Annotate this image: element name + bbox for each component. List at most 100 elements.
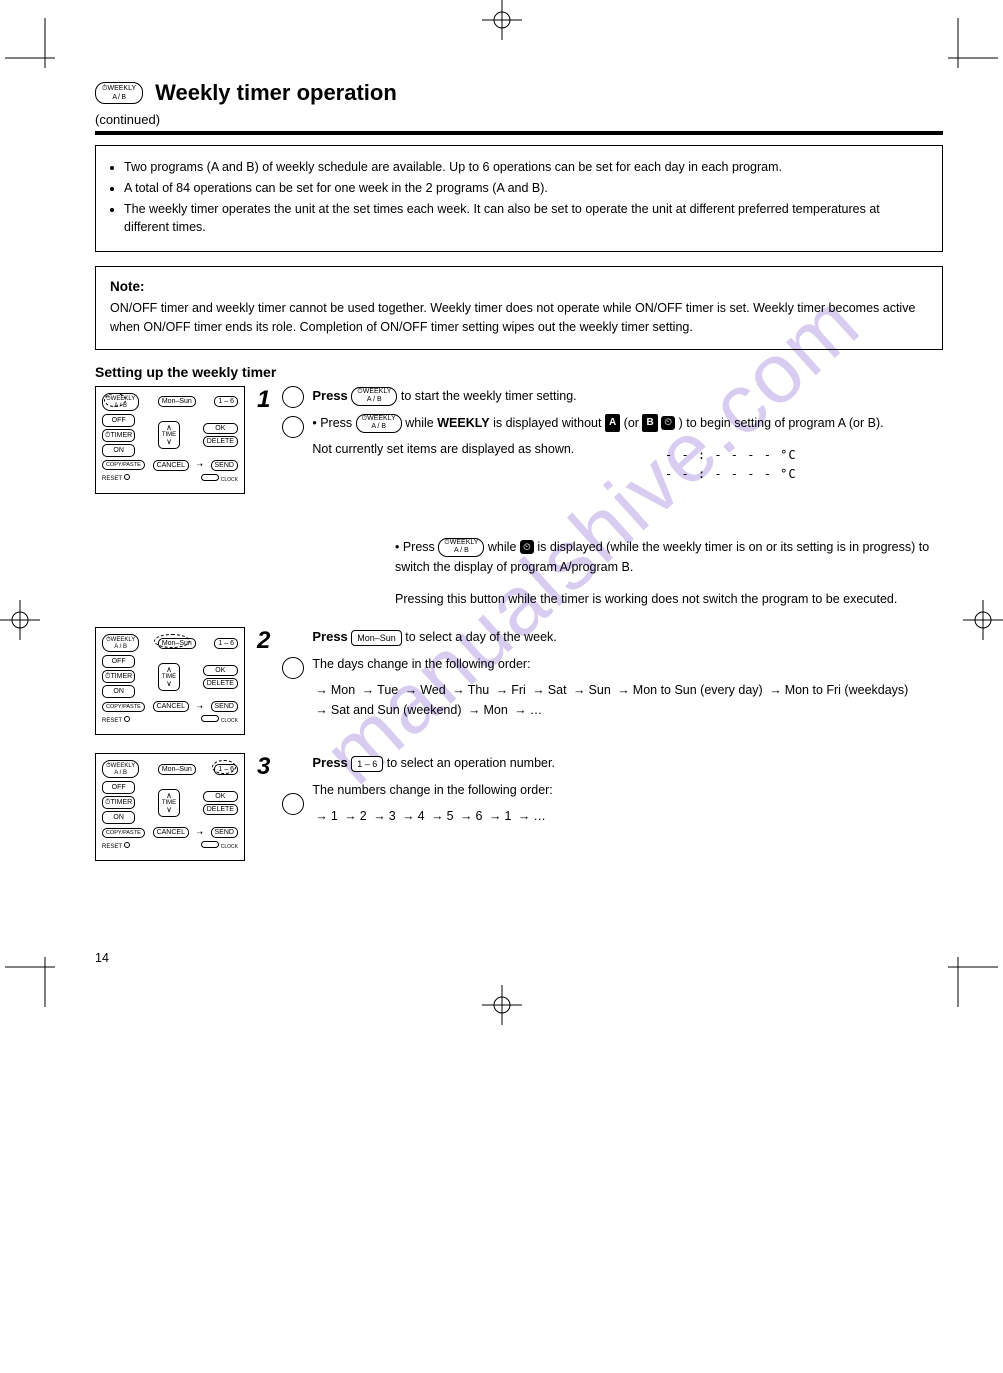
remote-timer-button: ⏱TIMER (102, 796, 135, 809)
remote-on-button: ON (102, 811, 135, 824)
remote-time-button: ∧ TIME ∨ (158, 663, 180, 691)
step-3-action: Press (312, 755, 347, 770)
remote-reset-label: RESET (102, 718, 122, 724)
step-3-sequence: →1 →2 →3 →4 →5 →6 →1 →… (312, 806, 555, 826)
remote-weekly-label: ⏱WEEKLY (106, 763, 135, 769)
remote-cancel-button: CANCEL (153, 827, 189, 838)
step-2-text: to select a day of the week. (405, 630, 556, 644)
remote-on-button: ON (102, 444, 135, 457)
step-2: ⏱WEEKLY A / B Mon–Sun 1 – 6 OFF ⏱TIMER O… (95, 627, 943, 735)
remote-ab-label: A / B (114, 770, 127, 776)
remote-monsun-button: Mon–Sun (158, 638, 196, 649)
step-1-text: while (488, 540, 517, 554)
remote-ab-label: A / B (114, 644, 127, 650)
remote-time-button: ∧ TIME ∨ (158, 421, 180, 449)
remote-on-button: ON (102, 685, 135, 698)
remote-diagram-2: ⏱WEEKLY A / B Mon–Sun 1 – 6 OFF ⏱TIMER O… (95, 627, 245, 735)
remote-timer-button: ⏱TIMER (102, 429, 135, 442)
remote-copypaste-button: COPY/PASTE (102, 702, 145, 712)
remote-timer-button: ⏱TIMER (102, 670, 135, 683)
circle-button-icon (282, 657, 304, 679)
remote-copypaste-button: COPY/PASTE (102, 828, 145, 838)
remote-clock-label: CLOCK (221, 477, 238, 483)
prog-b-chip: B (642, 414, 657, 432)
remote-monsun-button: Mon–Sun (158, 396, 196, 407)
remote-onesix-button: 1 – 6 (214, 638, 238, 649)
remote-delete-button: DELETE (203, 678, 238, 689)
remote-cancel-button: CANCEL (153, 460, 189, 471)
header-pill-line2: A / B (112, 94, 125, 101)
dash-line-b: - - : - - - - °C (665, 465, 943, 484)
step-1-text: (or (624, 416, 639, 430)
prog-a-chip: A (605, 414, 620, 432)
remote-off-button: OFF (102, 655, 135, 668)
header-pill-line1: ⏱WEEKLY (102, 85, 136, 92)
step-1-text: ) to begin setting of program A (or B). (679, 416, 884, 430)
monsun-key-icon: Mon–Sun (351, 630, 402, 646)
remote-diagram-1: ⏱WEEKLY A / B Mon–Sun 1 – 6 OFF ⏱TIMER O… (95, 386, 245, 494)
remote-copypaste-button: COPY/PASTE (102, 460, 145, 470)
remote-send-button: SEND (211, 460, 238, 471)
remote-send-button: SEND (211, 701, 238, 712)
step-3-number: 3 (257, 753, 270, 781)
remote-reset-label: RESET (102, 844, 122, 850)
step-1-text: while (405, 416, 434, 430)
remote-reset-label: RESET (102, 476, 122, 482)
setup-heading: Setting up the weekly timer (95, 364, 943, 380)
weekly-pill-icon: ⏱WEEKLYA / B (351, 387, 397, 406)
note-box: Note: ON/OFF timer and weekly timer cann… (95, 266, 943, 350)
step-1-action: Press (312, 388, 347, 403)
circle-button-icon (282, 386, 304, 408)
header-rule (95, 131, 943, 135)
info-item: A total of 84 operations can be set for … (124, 179, 928, 198)
note-title: Note: (110, 277, 928, 297)
step-2-action: Press (312, 629, 347, 644)
remote-clock-label: CLOCK (221, 844, 238, 850)
remote-weekly-label: ⏱WEEKLY (106, 396, 135, 402)
step-3-seq-intro: The numbers change in the following orde… (312, 780, 555, 800)
remote-ok-button: OK (203, 665, 238, 676)
page-title: Weekly timer operation (155, 80, 397, 106)
remote-ok-button: OK (203, 423, 238, 434)
page-content: ⏱WEEKLY A / B Weekly timer operation (co… (0, 0, 1003, 1025)
step-1-text: is displayed without (493, 416, 601, 430)
step-2-sequence: →Mon →Tue →Wed →Thu →Fri →Sat →Sun →Mon … (312, 680, 943, 720)
circle-button-icon (282, 416, 304, 438)
page-number: 14 (95, 951, 943, 965)
remote-send-button: SEND (211, 827, 238, 838)
remote-weekly-label: ⏱WEEKLY (106, 637, 135, 643)
remote-ok-button: OK (203, 791, 238, 802)
remote-ab-label: A / B (114, 403, 127, 409)
step-1-text: • Press (312, 416, 352, 430)
note-text: ON/OFF timer and weekly timer cannot be … (110, 299, 928, 337)
page-subtitle: (continued) (95, 112, 943, 127)
remote-off-button: OFF (102, 781, 135, 794)
onesix-key-icon: 1 – 6 (351, 756, 383, 772)
step-1-text: • Press (395, 540, 435, 554)
clock-icon: ⏲ (520, 540, 534, 554)
step-3-text: to select an operation number. (387, 756, 555, 770)
remote-delete-button: DELETE (203, 804, 238, 815)
step-1-text: Not currently set items are displayed as… (312, 439, 883, 459)
remote-onesix-button: 1 – 6 (214, 396, 238, 407)
weekly-label: WEEKLY (437, 416, 489, 430)
remote-diagram-3: ⏱WEEKLY A / B Mon–Sun 1 – 6 OFF ⏱TIMER O… (95, 753, 245, 861)
weekly-pill-icon: ⏱WEEKLYA / B (356, 414, 402, 433)
step-1-continued: • Press ⏱WEEKLYA / B while ⏲ is displaye… (395, 537, 935, 610)
step-1-text: Pressing this button while the timer is … (395, 589, 935, 609)
remote-clock-label: CLOCK (221, 718, 238, 724)
step-1-number: 1 (257, 386, 270, 414)
remote-delete-button: DELETE (203, 436, 238, 447)
step-3: ⏱WEEKLY A / B Mon–Sun 1 – 6 OFF ⏱TIMER O… (95, 753, 943, 861)
step-1-text: to start the weekly timer setting. (401, 389, 577, 403)
remote-off-button: OFF (102, 414, 135, 427)
remote-onesix-button: 1 – 6 (214, 764, 238, 775)
info-item: The weekly timer operates the unit at th… (124, 200, 928, 238)
remote-monsun-button: Mon–Sun (158, 764, 196, 775)
clock-icon: ⏲ (661, 416, 675, 430)
info-box: Two programs (A and B) of weekly schedul… (95, 145, 943, 252)
header-pill: ⏱WEEKLY A / B (95, 82, 143, 104)
remote-cancel-button: CANCEL (153, 701, 189, 712)
step-2-seq-intro: The days change in the following order: (312, 654, 943, 674)
weekly-pill-icon: ⏱WEEKLYA / B (438, 538, 484, 557)
